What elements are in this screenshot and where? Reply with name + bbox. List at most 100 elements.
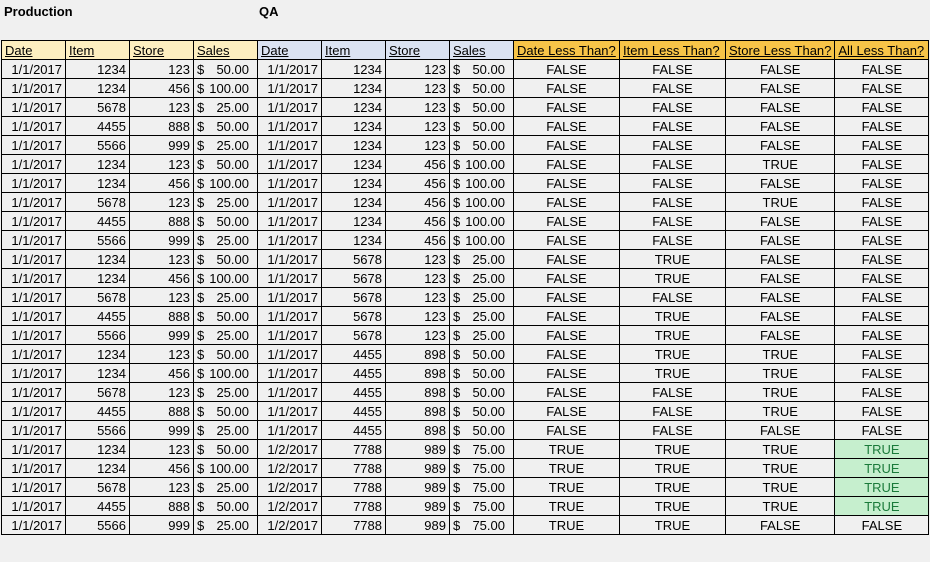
cell-qa-sales[interactable]: $100.00 <box>449 211 514 231</box>
cell-qa-date[interactable]: 1/1/2017 <box>257 78 322 98</box>
cell-prod-date[interactable]: 1/1/2017 <box>1 306 66 326</box>
cell-date-less[interactable]: FALSE <box>513 344 620 364</box>
cell-qa-item[interactable]: 5678 <box>321 325 386 345</box>
cell-prod-store[interactable]: 456 <box>129 458 194 478</box>
cell-prod-store[interactable]: 123 <box>129 59 194 79</box>
cell-store-less[interactable]: FALSE <box>724 211 836 231</box>
cell-prod-store[interactable]: 123 <box>129 477 194 497</box>
cell-qa-item[interactable]: 4455 <box>321 363 386 383</box>
cell-qa-store[interactable]: 123 <box>385 325 450 345</box>
cell-item-less[interactable]: FALSE <box>619 173 726 193</box>
cell-prod-item[interactable]: 1234 <box>65 249 130 269</box>
cell-qa-sales[interactable]: $25.00 <box>449 249 514 269</box>
cell-qa-sales[interactable]: $75.00 <box>449 515 514 535</box>
cell-prod-item[interactable]: 1234 <box>65 173 130 193</box>
cell-store-less[interactable]: TRUE <box>724 154 836 174</box>
cell-prod-sales[interactable]: $50.00 <box>193 211 258 231</box>
cell-qa-item[interactable]: 7788 <box>321 439 386 459</box>
cell-prod-store[interactable]: 888 <box>129 116 194 136</box>
cell-qa-date[interactable]: 1/1/2017 <box>257 325 322 345</box>
cell-prod-date[interactable]: 1/1/2017 <box>1 78 66 98</box>
cell-date-less[interactable]: FALSE <box>513 382 620 402</box>
cell-all-less[interactable]: FALSE <box>834 116 930 136</box>
cell-all-less[interactable]: TRUE <box>834 458 930 478</box>
cell-qa-sales[interactable]: $100.00 <box>449 154 514 174</box>
cell-prod-item[interactable]: 4455 <box>65 116 130 136</box>
cell-prod-sales[interactable]: $25.00 <box>193 287 258 307</box>
cell-prod-store[interactable]: 456 <box>129 268 194 288</box>
cell-all-less[interactable]: FALSE <box>834 249 930 269</box>
cell-prod-store[interactable]: 456 <box>129 173 194 193</box>
cell-qa-sales[interactable]: $50.00 <box>449 135 514 155</box>
cell-item-less[interactable]: TRUE <box>619 439 726 459</box>
cell-qa-sales[interactable]: $75.00 <box>449 458 514 478</box>
cell-qa-sales[interactable]: $75.00 <box>449 439 514 459</box>
cell-qa-sales[interactable]: $75.00 <box>449 477 514 497</box>
cell-qa-store[interactable]: 123 <box>385 59 450 79</box>
cell-store-less[interactable]: FALSE <box>724 325 836 345</box>
cell-all-less[interactable]: FALSE <box>834 420 930 440</box>
cell-prod-date[interactable]: 1/1/2017 <box>1 135 66 155</box>
cell-item-less[interactable]: FALSE <box>619 135 726 155</box>
cell-item-less[interactable]: FALSE <box>619 116 726 136</box>
cell-store-less[interactable]: FALSE <box>724 78 836 98</box>
header-qa-sales[interactable]: Sales <box>449 40 514 60</box>
cell-qa-sales[interactable]: $25.00 <box>449 306 514 326</box>
cell-store-less[interactable]: FALSE <box>724 135 836 155</box>
cell-prod-sales[interactable]: $100.00 <box>193 363 258 383</box>
cell-prod-date[interactable]: 1/1/2017 <box>1 154 66 174</box>
cell-qa-item[interactable]: 1234 <box>321 59 386 79</box>
cell-qa-sales[interactable]: $25.00 <box>449 268 514 288</box>
cell-date-less[interactable]: FALSE <box>513 211 620 231</box>
cell-qa-store[interactable]: 898 <box>385 382 450 402</box>
header-production-sales[interactable]: Sales <box>193 40 258 60</box>
cell-qa-sales[interactable]: $100.00 <box>449 192 514 212</box>
cell-date-less[interactable]: FALSE <box>513 249 620 269</box>
cell-prod-store[interactable]: 123 <box>129 439 194 459</box>
cell-prod-date[interactable]: 1/1/2017 <box>1 420 66 440</box>
cell-item-less[interactable]: TRUE <box>619 477 726 497</box>
cell-item-less[interactable]: TRUE <box>619 344 726 364</box>
cell-qa-sales[interactable]: $50.00 <box>449 59 514 79</box>
cell-prod-item[interactable]: 5678 <box>65 192 130 212</box>
cell-store-less[interactable]: TRUE <box>724 477 836 497</box>
cell-all-less[interactable]: FALSE <box>834 230 930 250</box>
cell-qa-store[interactable]: 989 <box>385 439 450 459</box>
cell-prod-date[interactable]: 1/1/2017 <box>1 268 66 288</box>
cell-prod-item[interactable]: 5678 <box>65 287 130 307</box>
cell-qa-item[interactable]: 5678 <box>321 306 386 326</box>
cell-prod-item[interactable]: 5566 <box>65 135 130 155</box>
cell-qa-sales[interactable]: $25.00 <box>449 325 514 345</box>
cell-qa-date[interactable]: 1/1/2017 <box>257 306 322 326</box>
cell-qa-item[interactable]: 1234 <box>321 154 386 174</box>
cell-prod-date[interactable]: 1/1/2017 <box>1 116 66 136</box>
cell-prod-store[interactable]: 123 <box>129 382 194 402</box>
cell-qa-store[interactable]: 123 <box>385 287 450 307</box>
cell-prod-sales[interactable]: $25.00 <box>193 135 258 155</box>
cell-qa-item[interactable]: 1234 <box>321 78 386 98</box>
cell-store-less[interactable]: TRUE <box>724 401 836 421</box>
cell-prod-date[interactable]: 1/1/2017 <box>1 97 66 117</box>
header-all-less-than[interactable]: All Less Than? <box>834 40 930 60</box>
cell-date-less[interactable]: FALSE <box>513 192 620 212</box>
cell-item-less[interactable]: FALSE <box>619 287 726 307</box>
cell-item-less[interactable]: FALSE <box>619 382 726 402</box>
cell-item-less[interactable]: FALSE <box>619 192 726 212</box>
cell-date-less[interactable]: FALSE <box>513 97 620 117</box>
cell-prod-date[interactable]: 1/1/2017 <box>1 382 66 402</box>
cell-date-less[interactable]: FALSE <box>513 325 620 345</box>
cell-item-less[interactable]: FALSE <box>619 401 726 421</box>
cell-store-less[interactable]: FALSE <box>724 420 836 440</box>
cell-qa-date[interactable]: 1/1/2017 <box>257 420 322 440</box>
cell-store-less[interactable]: TRUE <box>724 363 836 383</box>
cell-qa-item[interactable]: 7788 <box>321 496 386 516</box>
cell-item-less[interactable]: FALSE <box>619 211 726 231</box>
cell-qa-date[interactable]: 1/1/2017 <box>257 249 322 269</box>
cell-qa-item[interactable]: 5678 <box>321 268 386 288</box>
cell-qa-sales[interactable]: $75.00 <box>449 496 514 516</box>
cell-prod-store[interactable]: 888 <box>129 496 194 516</box>
cell-prod-sales[interactable]: $100.00 <box>193 78 258 98</box>
cell-prod-store[interactable]: 123 <box>129 154 194 174</box>
cell-date-less[interactable]: TRUE <box>513 439 620 459</box>
cell-prod-store[interactable]: 123 <box>129 287 194 307</box>
